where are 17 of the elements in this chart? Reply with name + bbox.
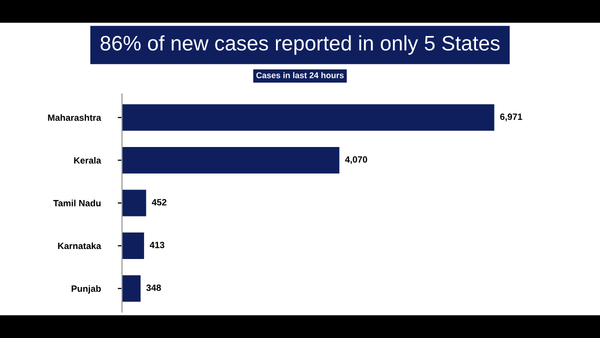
chart-subtitle: Cases in last 24 hours: [256, 72, 344, 78]
y-tick-label: Punjab: [72, 285, 101, 294]
data-label: 348: [146, 284, 161, 291]
data-label: 6,971: [500, 114, 522, 122]
data-label: 4,070: [345, 156, 368, 164]
data-label: 413: [150, 242, 164, 248]
bar: [122, 275, 141, 302]
data-label: 452: [152, 199, 166, 206]
bar: [122, 147, 340, 174]
bar: [122, 232, 144, 259]
chart-title: 86% of new cases reported in only 5 States: [100, 35, 500, 55]
bar: [122, 104, 494, 131]
y-tick-label: Karnataka: [58, 242, 102, 250]
y-tick-label: Maharashtra: [48, 114, 102, 121]
bar: [122, 190, 146, 216]
y-tick-label: Kerala: [74, 156, 102, 164]
y-tick-label: Tamil Nadu: [53, 200, 101, 206]
